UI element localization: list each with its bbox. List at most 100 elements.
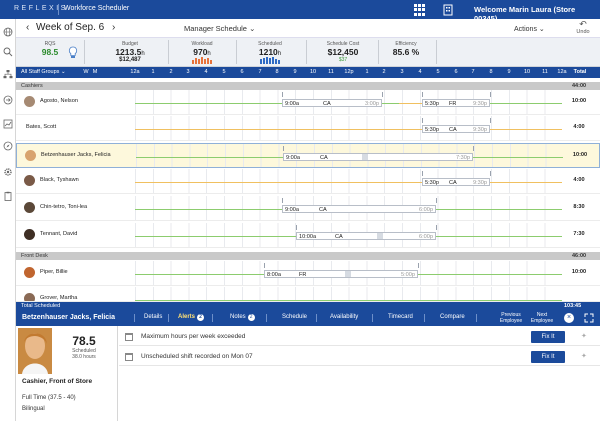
settings-icon[interactable] [3,167,13,177]
cost-stat[interactable]: Schedule Cost $12,450 $37 [312,41,374,63]
arrow-circle-icon[interactable] [3,95,13,105]
break-marker [377,233,383,239]
pin-icon[interactable]: ✦ [581,353,587,360]
break-marker [345,271,351,277]
employee-row-selected[interactable]: Betzenhauser Jacks, Felicia 9:00a CA 7:3… [16,143,600,168]
tab-alerts-label: Alerts [178,314,196,320]
chevron-down-icon: ⌄ [60,69,66,75]
schedule-selector[interactable]: Manager Schedule ⌄ [184,24,255,33]
tab-compare[interactable]: Compare [440,314,465,320]
efficiency-stat[interactable]: Efficiency 85.6 % [380,41,432,57]
schedule-header: ‹ Week of Sep. 6 › Manager Schedule ⌄ Ac… [16,19,600,38]
rqs-stat[interactable]: RQS 98.5 [24,41,76,57]
app-title: Workforce Scheduler [64,5,130,12]
hour-label: 8 [489,69,493,75]
employee-row[interactable]: Tennant, David 10:00a CA 6:00p 7:30 [16,223,600,248]
shift-department: CA [335,233,343,240]
employee-name[interactable]: Grover, Martha [40,295,78,301]
welcome-user[interactable]: Welcome Marin Laura (Store 00345) [474,5,576,23]
divider [58,4,59,15]
total-scheduled-bar: Total Scheduled 103:45 [16,302,600,310]
divider [168,314,169,322]
availability-line [135,103,399,104]
tab-availability[interactable]: Availability [330,314,359,320]
org-chart-icon[interactable] [3,69,13,79]
scheduled-stat[interactable]: Scheduled 1210h [244,41,296,66]
building-icon[interactable] [442,4,454,16]
shift-block[interactable]: 5:30p CA 9:30p [422,125,490,133]
week-toggle[interactable]: W [83,69,89,75]
shift-block[interactable]: 9:00a CA 7:30p [283,153,473,161]
chart-icon[interactable] [3,119,13,129]
employee-row[interactable]: Piper, Billie 8:00a FR 5:00p 10:00 [16,261,600,286]
previous-employee-button[interactable]: Previous Employee [499,312,523,324]
budget-stat[interactable]: Budget 1213.5h $12,487 [100,41,160,63]
hour-label: 7 [471,69,475,75]
workload-stat[interactable]: Workload 970h [176,41,228,66]
fix-it-button[interactable]: Fix It [531,351,565,363]
divider [212,314,213,322]
search-icon[interactable] [3,47,13,57]
undo-button[interactable]: ↶ Undo [576,20,590,36]
globe-icon[interactable] [3,27,13,37]
group-name: Front Desk [21,253,48,259]
hour-label: 2 [382,69,386,75]
employee-row[interactable]: Bates, Scott 5:30p CA 9:30p 4:00 [16,116,600,141]
next-employee-button[interactable]: Next Employee [530,312,554,324]
employee-name[interactable]: Black, Tyshawn [40,177,79,183]
actions-menu[interactable]: Actions ⌄ [514,25,545,33]
employee-details-bar: Betzenhauser Jacks, Felicia Details Aler… [16,310,600,326]
shift-start: 9:00a [285,206,299,213]
fix-it-button[interactable]: Fix It [531,331,565,343]
employee-total: 4:00 [573,124,585,130]
alert-item: Maximum hours per week exceeded Fix It ✦ [119,328,600,346]
employee-total: 10:00 [572,152,588,158]
expand-icon[interactable] [584,313,594,323]
shift-start: 5:30p [425,100,439,107]
employee-row[interactable]: Grover, Martha [16,287,600,302]
hour-label: 10 [523,69,531,75]
shift-block[interactable]: 8:00a FR 5:00p [264,270,418,278]
staff-group-filter[interactable]: All Staff Groups ⌄ [21,69,66,75]
employee-name[interactable]: Bates, Scott [26,124,57,130]
shift-block[interactable]: 10:00a CA 6:00p [296,232,436,240]
employee-name[interactable]: Chin-tetro, Toni-lea [40,204,88,210]
shift-department: CA [449,179,457,186]
shift-marker [490,171,491,176]
employee-row[interactable]: Agosto, Nelson 9:00a CA 3:00p 5:30p FR 9… [16,90,600,115]
employee-name[interactable]: Tennant, David [40,231,78,237]
tab-schedule[interactable]: Schedule [282,314,308,320]
pin-icon[interactable]: ✦ [581,333,587,340]
lightbulb-icon [68,46,78,58]
employee-name[interactable]: Piper, Billie [40,269,68,275]
clipboard-icon[interactable] [3,191,13,201]
shift-block[interactable]: 5:30p FR 9:30p [422,99,490,107]
tab-timecard[interactable]: Timecard [388,314,413,320]
employee-name[interactable]: Betzenhauser Jacks, Felicia [41,152,111,158]
close-icon[interactable]: × [564,313,574,323]
month-toggle[interactable]: M [92,69,98,75]
shift-block[interactable]: 5:30p CA 9:30p [422,178,490,186]
next-week-button[interactable]: › [112,22,116,33]
shift-block[interactable]: 9:00a CA 3:00p [282,99,382,107]
scheduled-hours-label: Scheduled [72,348,96,354]
staff-group-label: All Staff Groups [21,69,60,75]
shift-marker [283,146,284,151]
shift-marker [382,92,383,97]
tab-alerts[interactable]: Alerts 2 [178,314,205,321]
employee-name[interactable]: Agosto, Nelson [40,98,78,104]
hour-label: 3 [186,69,190,75]
tab-notes[interactable]: Notes 2 [230,314,255,321]
employee-row[interactable]: Black, Tyshawn 5:30p CA 9:30p 4:00 [16,169,600,194]
chevron-down-icon: ⌄ [249,24,256,33]
shift-block[interactable]: 9:00a CA 6:00p [282,205,436,213]
apps-grid-icon[interactable] [414,4,426,16]
divider [372,314,373,322]
employee-row[interactable]: Chin-tetro, Toni-lea 9:00a CA 6:00p 8:30 [16,196,600,221]
tab-details[interactable]: Details [144,314,163,320]
budget-label: Budget [122,41,138,47]
previous-week-button[interactable]: ‹ [26,22,30,33]
compass-icon[interactable] [3,141,13,151]
shift-department: FR [449,100,457,107]
shift-start: 9:00a [285,100,299,107]
